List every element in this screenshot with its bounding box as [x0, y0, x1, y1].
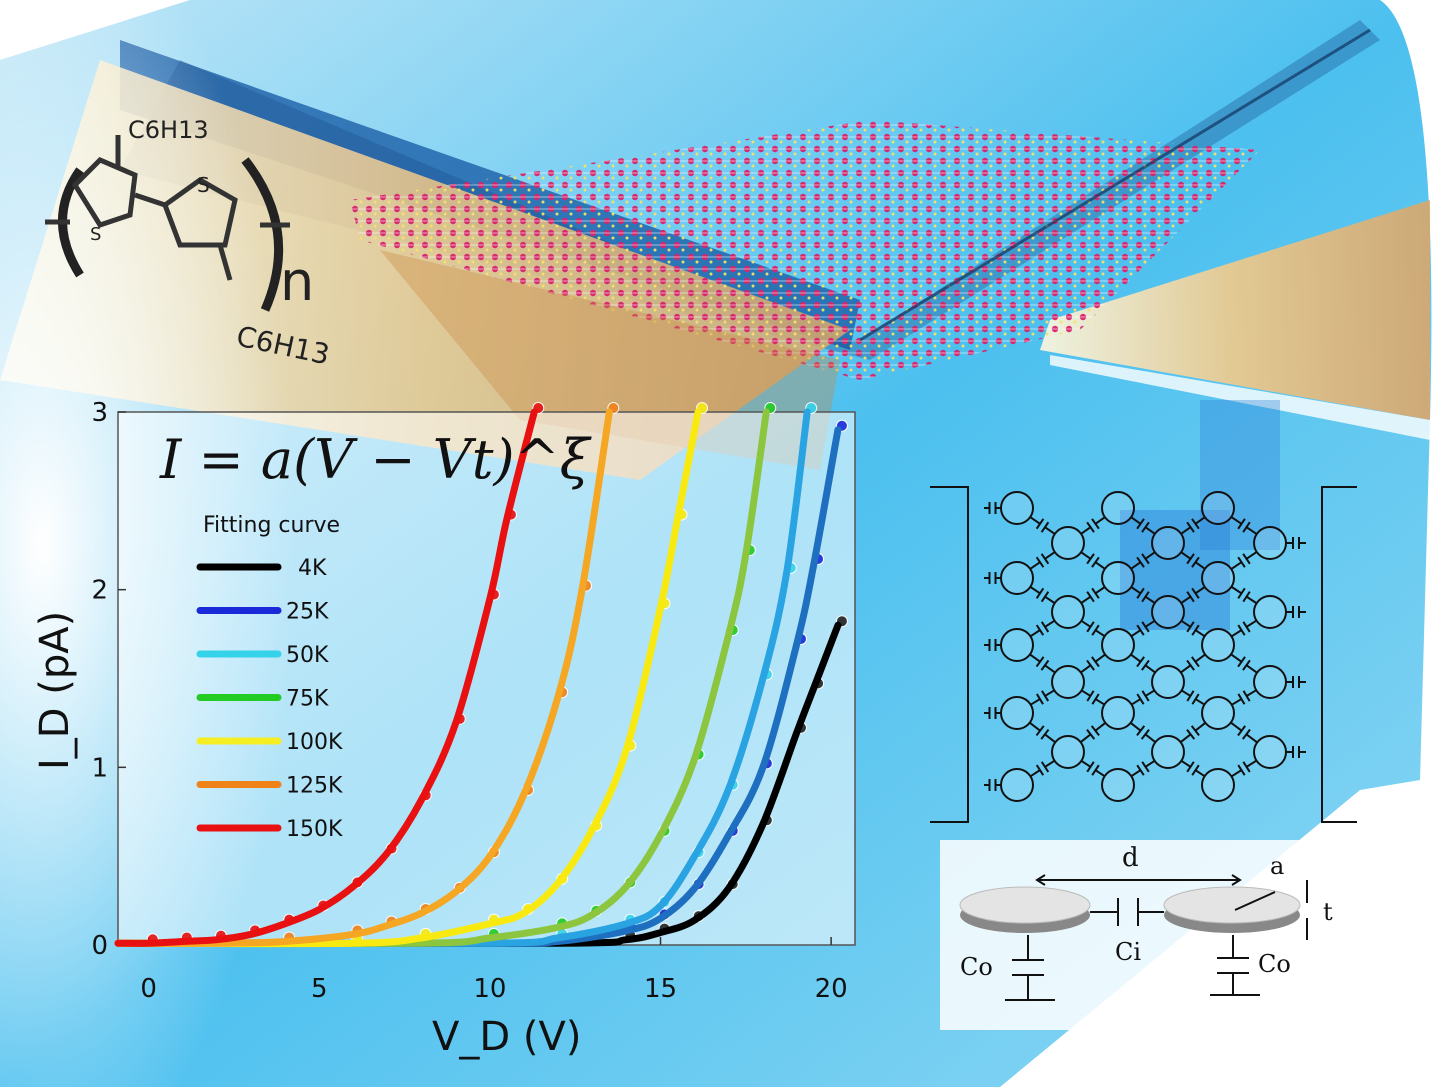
fit-curve-150K	[114, 408, 538, 947]
fit-curve-125K	[114, 408, 613, 947]
node-circle	[1000, 696, 1034, 730]
label-co-right: Co	[1258, 950, 1291, 978]
node-circle	[1253, 735, 1287, 769]
series-100K	[114, 402, 709, 948]
y-tick-label: 0	[91, 931, 108, 961]
node-circle	[1253, 526, 1287, 560]
node-circle	[1201, 768, 1235, 802]
y-tick-label: 3	[91, 398, 108, 428]
legend-label-25K: 25K	[286, 600, 329, 625]
node-circle	[1151, 526, 1185, 560]
node-circle	[1151, 595, 1185, 629]
x-tick-label: 0	[140, 974, 157, 1004]
legend-label-150K: 150K	[286, 817, 343, 842]
node-circle	[1000, 491, 1034, 525]
legend-label-125K: 125K	[286, 774, 343, 799]
node-circle	[1000, 561, 1034, 595]
sulfur-left: S	[90, 224, 101, 245]
legend: 4K 25K 50K 75K 100K 125K 150K	[196, 556, 343, 842]
node-circle	[1253, 665, 1287, 699]
gold-electrode-right	[1040, 200, 1430, 420]
fit-curve-100K	[114, 408, 702, 948]
legend-title: Fitting curve	[203, 513, 340, 538]
node-circle	[1101, 628, 1135, 662]
node-circle	[1253, 595, 1287, 629]
node-circle	[1051, 665, 1085, 699]
node-circle	[1000, 768, 1034, 802]
molecular-lattice	[350, 120, 1260, 380]
node-circle	[1051, 526, 1085, 560]
y-tick-label: 1	[91, 753, 108, 783]
node-circle	[1101, 768, 1135, 802]
y-tick-label: 2	[91, 576, 108, 606]
node-circle	[1051, 735, 1085, 769]
series-75K	[114, 402, 777, 948]
node-circle	[1101, 561, 1135, 595]
x-tick-label: 15	[644, 974, 677, 1004]
node-circle	[1201, 561, 1235, 595]
x-tick-label: 20	[815, 974, 848, 1004]
repeat-subscript: n	[280, 250, 314, 313]
node-circle	[1201, 491, 1235, 525]
two-disk-circuit-model: d a t Ci Co Co	[940, 840, 1340, 1030]
legend-label-75K: 75K	[286, 687, 329, 712]
node-circle	[1201, 628, 1235, 662]
series-125K	[114, 402, 620, 947]
node-circle	[1101, 491, 1135, 525]
node-circle	[1101, 696, 1135, 730]
y-axis-label: I_D (pA)	[32, 611, 78, 770]
node-circle	[1051, 595, 1085, 629]
bracket-left	[930, 486, 969, 823]
legend-label-50K: 50K	[286, 643, 329, 668]
capacitor-network-diagram	[930, 486, 1357, 823]
label-a: a	[1270, 852, 1284, 880]
x-tick-label: 10	[473, 974, 506, 1004]
fit-curve-75K	[114, 408, 770, 948]
x-tick-label: 5	[311, 974, 328, 1004]
node-circle	[1000, 628, 1034, 662]
node-circle	[1151, 665, 1185, 699]
label-t: t	[1323, 898, 1333, 926]
p3ht-structure	[45, 135, 290, 312]
node-circle	[1201, 696, 1235, 730]
legend-label-4K: 4K	[298, 556, 327, 581]
equation: I = a(V − Vt)^ξ	[159, 428, 592, 491]
label-d: d	[1122, 843, 1139, 873]
legend-label-100K: 100K	[286, 730, 343, 755]
label-co-left: Co	[960, 953, 993, 981]
sulfur-right: S	[197, 173, 210, 197]
label-ci: Ci	[1115, 938, 1141, 966]
bracket-right	[1321, 486, 1357, 823]
series-150K	[114, 402, 545, 947]
node-circle	[1151, 735, 1185, 769]
bracket-right-icon	[241, 157, 284, 312]
x-axis-label: V_D (V)	[432, 1014, 581, 1060]
side-chain-top: C6H13	[128, 116, 209, 144]
